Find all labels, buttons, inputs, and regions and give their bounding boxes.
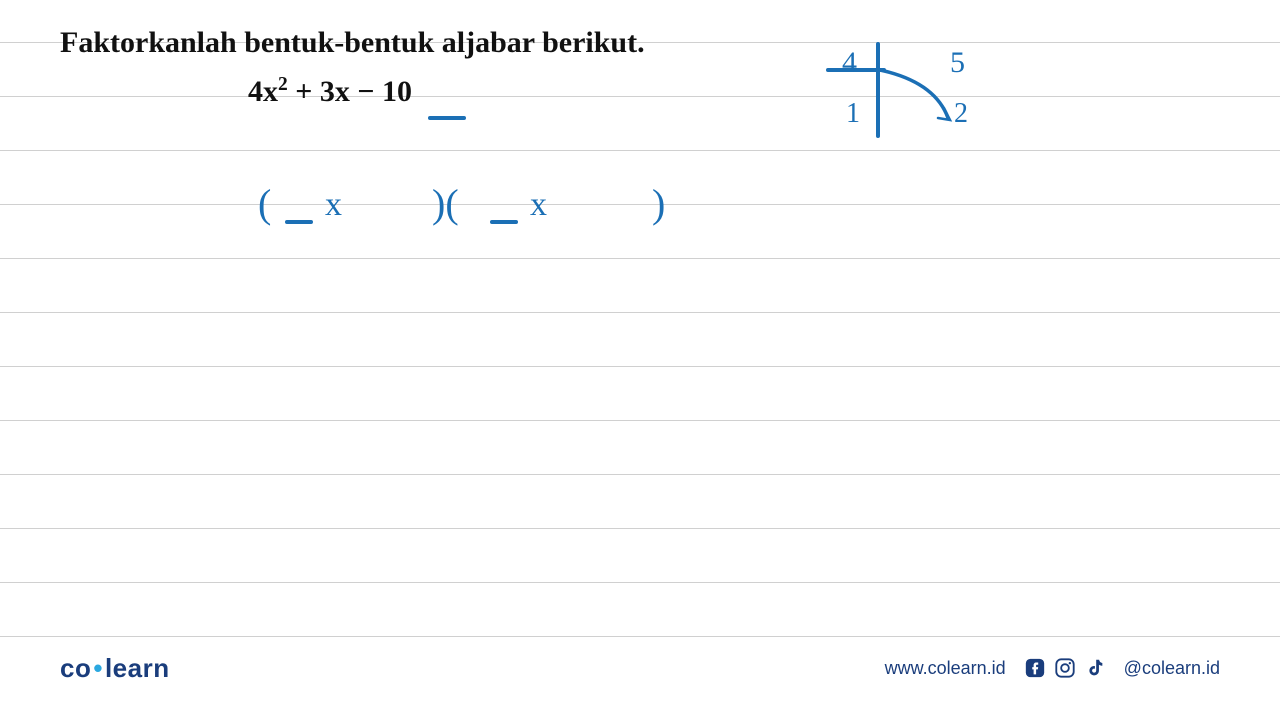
social-handle: @colearn.id [1124,658,1220,679]
instagram-icon [1054,657,1076,679]
problem-formula: 4x2 + 3x − 10 [248,74,412,109]
work-num-1: 1 [846,98,860,130]
problem-title: Faktorkanlah bentuk-bentuk aljabar berik… [60,26,645,60]
colearn-logo: co•learn [60,653,170,684]
working-grid-strokes [0,0,1280,720]
factor-blank-2 [490,220,518,224]
facebook-icon [1024,657,1046,679]
logo-co: co [60,653,91,683]
factor-close-open: )( [432,180,459,227]
factor-close-2: ) [652,180,665,227]
factor-open-1: ( [258,180,271,227]
factor-x-2: x [530,186,547,224]
social-icons [1024,657,1106,679]
underline-constant [428,116,466,120]
work-num-5: 5 [950,46,965,80]
logo-dot: • [91,653,105,683]
factor-blank-1 [285,220,313,224]
tiktok-icon [1084,657,1106,679]
factor-x-1: x [325,186,342,224]
whiteboard-frame: Faktorkanlah bentuk-bentuk aljabar berik… [0,0,1280,720]
work-num-4: 4 [842,46,857,80]
footer: co•learn www.colearn.id @colearn.id [0,648,1280,688]
footer-right: www.colearn.id @colearn.id [885,657,1220,679]
ruled-lines [0,0,1280,720]
work-num-2: 2 [954,98,968,130]
website-url: www.colearn.id [885,658,1006,679]
logo-learn: learn [105,653,170,683]
